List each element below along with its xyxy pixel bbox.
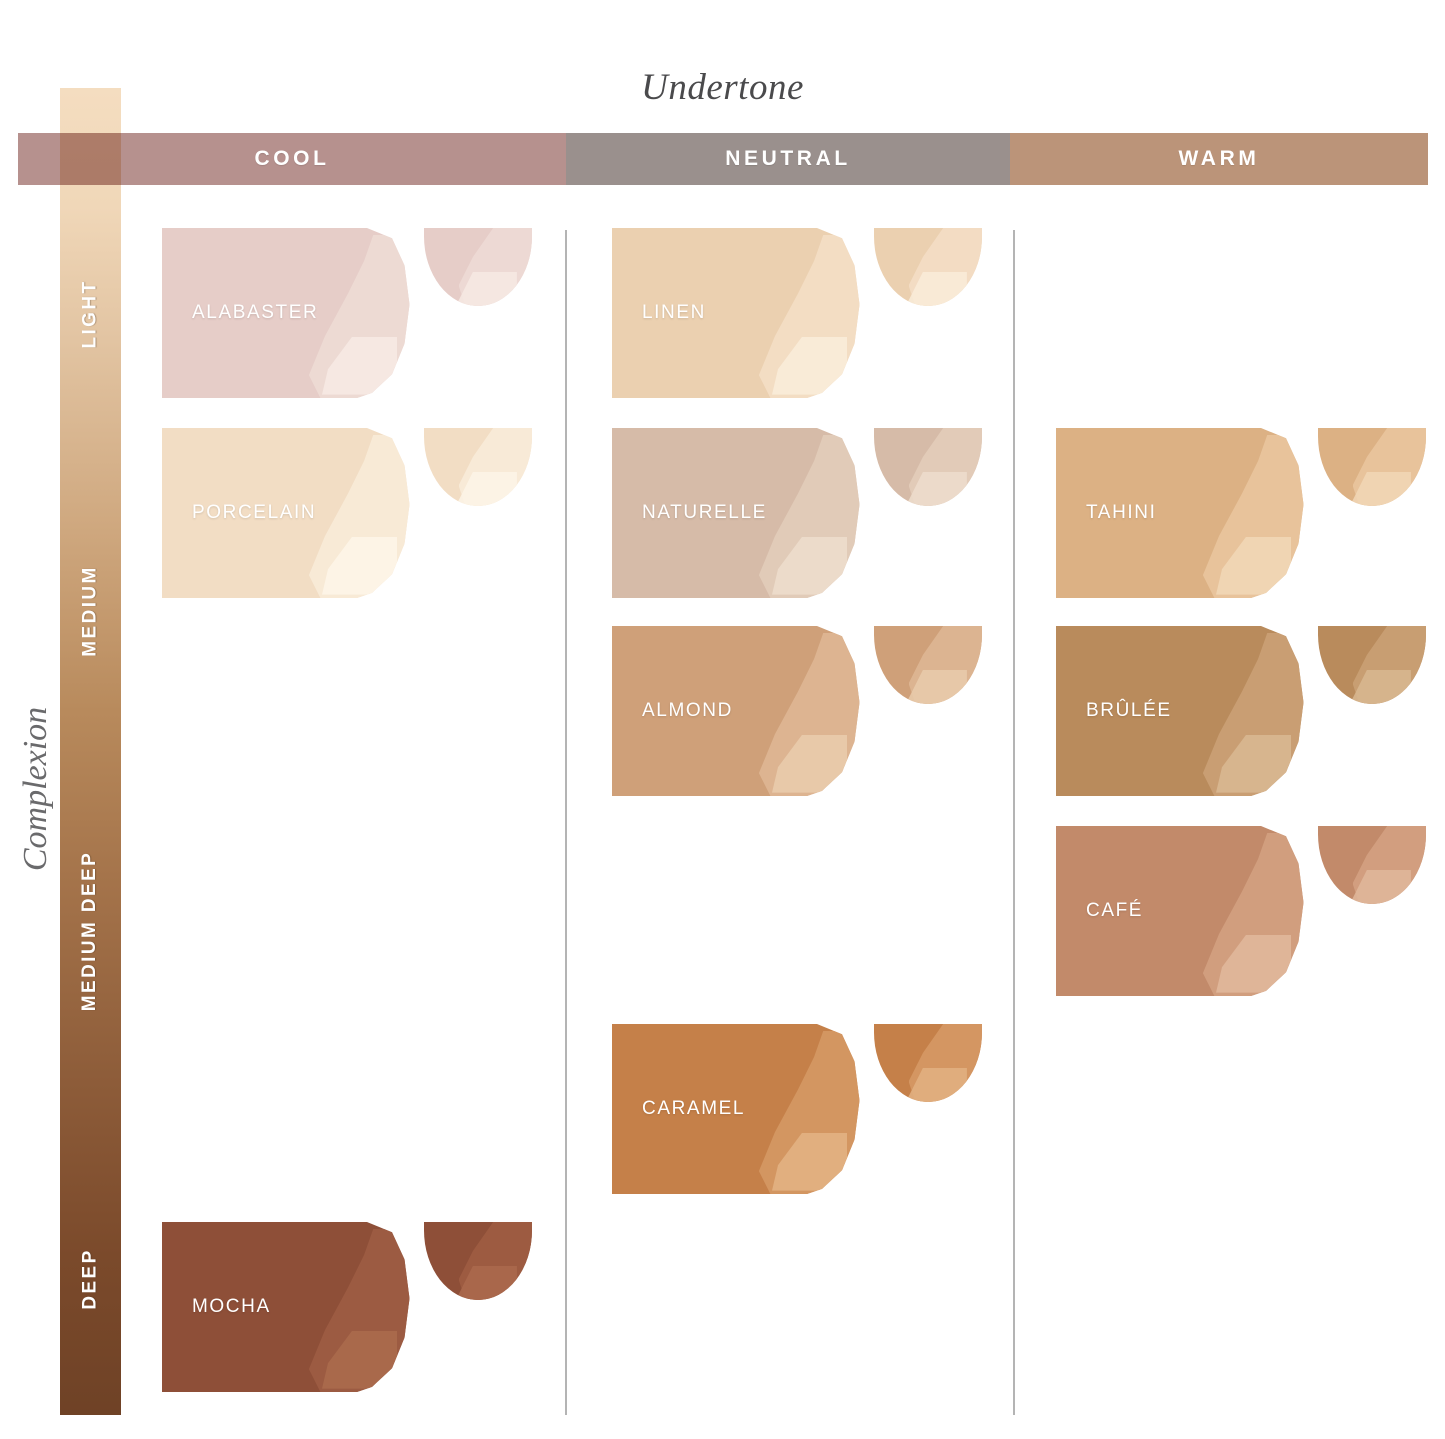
shade-dollop xyxy=(874,428,982,506)
undertone-column-warm[interactable]: WARM xyxy=(1010,133,1428,185)
undertone-column-cool-label: COOL xyxy=(254,147,330,170)
column-divider-cool-neutral xyxy=(565,230,567,1415)
undertone-column-neutral[interactable]: NEUTRAL xyxy=(566,133,1010,185)
shade-swatch-linen[interactable]: LINEN xyxy=(612,228,982,398)
shade-swatch-mocha[interactable]: MOCHA xyxy=(162,1222,532,1392)
shade-swatch-naturelle[interactable]: NATURELLE xyxy=(612,428,982,598)
shade-swatch-tahini[interactable]: TAHINI xyxy=(1056,428,1426,598)
shade-smear xyxy=(1056,626,1304,796)
shade-smear xyxy=(612,428,860,598)
shade-swatch-almond[interactable]: ALMOND xyxy=(612,626,982,796)
shade-swatch-caramel[interactable]: CARAMEL xyxy=(612,1024,982,1194)
shade-smear xyxy=(1056,428,1304,598)
shade-dollop xyxy=(1318,826,1426,904)
shade-smear xyxy=(612,228,860,398)
shade-smear xyxy=(162,228,410,398)
shade-dollop xyxy=(424,228,532,306)
shade-swatch-alabaster[interactable]: ALABASTER xyxy=(162,228,532,398)
shade-dollop xyxy=(424,1222,532,1300)
shade-swatch-cafe[interactable]: CAFÉ xyxy=(1056,826,1426,996)
undertone-axis-title: Undertone xyxy=(641,67,804,108)
complexion-axis-title: Complexion xyxy=(17,706,54,872)
shade-dollop xyxy=(874,626,982,704)
shade-dollop xyxy=(874,1024,982,1102)
shade-smear xyxy=(162,428,410,598)
shade-smear xyxy=(1056,826,1304,996)
shade-smear xyxy=(612,1024,860,1194)
shade-dollop xyxy=(424,428,532,506)
shade-smear xyxy=(162,1222,410,1392)
shade-dollop xyxy=(1318,428,1426,506)
undertone-column-neutral-label: NEUTRAL xyxy=(725,147,851,170)
shade-dollop xyxy=(1318,626,1426,704)
column-divider-neutral-warm xyxy=(1013,230,1015,1415)
undertone-column-warm-label: WARM xyxy=(1178,147,1260,170)
shade-swatch-brulee[interactable]: BRÛLÉE xyxy=(1056,626,1426,796)
shade-smear xyxy=(612,626,860,796)
complexion-gradient-bar xyxy=(60,88,121,1415)
shade-dollop xyxy=(874,228,982,306)
shade-swatch-porcelain[interactable]: PORCELAIN xyxy=(162,428,532,598)
undertone-header-band: COOL NEUTRAL WARM xyxy=(18,133,1428,185)
